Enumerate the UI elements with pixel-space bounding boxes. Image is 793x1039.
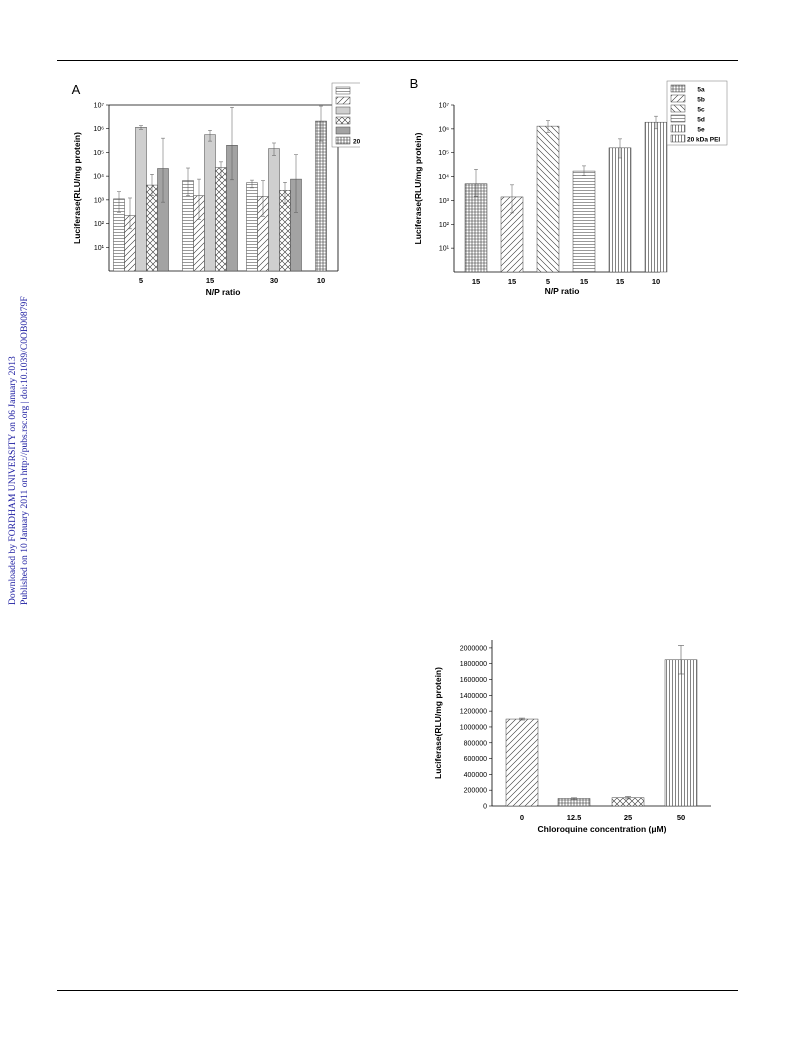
y-tick-label-c: 1000000 bbox=[460, 724, 487, 731]
legend-swatch-a bbox=[335, 106, 351, 115]
legend-label-b: 5c bbox=[697, 107, 705, 114]
panel-label-a: A bbox=[72, 82, 81, 97]
y-tick-label-c: 0 bbox=[483, 804, 487, 811]
x-axis-label-c: Chloroquine concentration (μM) bbox=[538, 824, 667, 834]
x-tick-label-c: 25 bbox=[624, 813, 632, 822]
footer-rule bbox=[57, 990, 738, 991]
y-tick-label-b: 10³ bbox=[439, 198, 450, 205]
bar-b-20-kDa-PEI bbox=[644, 121, 668, 273]
y-axis-label-a: Luciferase(RLU/mg protein) bbox=[72, 132, 82, 244]
bar-c bbox=[664, 659, 698, 807]
bar-c bbox=[557, 798, 591, 807]
legend-swatch-b bbox=[670, 104, 686, 113]
download-watermark: Downloaded by FORDHAM UNIVERSITY on 06 J… bbox=[2, 265, 30, 605]
header-rule bbox=[57, 60, 738, 61]
panel-label-b: B bbox=[410, 76, 419, 91]
y-tick-label-b: 10² bbox=[439, 222, 450, 229]
legend-swatch-b bbox=[670, 134, 686, 143]
legend-label-b: 5a bbox=[697, 87, 705, 94]
y-tick-label-c: 1600000 bbox=[460, 677, 487, 684]
bar-a-5c bbox=[268, 148, 280, 272]
bar-b-5c bbox=[536, 125, 560, 273]
bar-b-5d bbox=[572, 170, 596, 273]
x-tick-label-b: 15 bbox=[580, 277, 588, 286]
y-tick-label-a: 10⁶ bbox=[93, 126, 104, 133]
bar-a-5a bbox=[246, 182, 258, 272]
y-tick-label-b: 10⁷ bbox=[439, 103, 450, 110]
bar-a-5c bbox=[135, 127, 147, 272]
legend-label-b: 5d bbox=[697, 117, 705, 124]
y-tick-label-c: 1800000 bbox=[460, 661, 487, 668]
legend-swatch-a bbox=[335, 116, 351, 125]
legend-swatch-b bbox=[670, 94, 686, 103]
x-tick-label-c: 50 bbox=[677, 813, 685, 822]
y-tick-label-c: 1200000 bbox=[460, 709, 487, 716]
x-axis-label-a: N/P ratio bbox=[206, 287, 241, 297]
y-tick-label-b: 10⁵ bbox=[438, 150, 449, 157]
legend-label-b: 5e bbox=[697, 127, 705, 134]
y-tick-label-b: 10⁶ bbox=[438, 126, 449, 133]
legend-label-a: 20 kDa PEI bbox=[353, 139, 360, 146]
y-axis-label-b: Luciferase(RLU/mg protein) bbox=[413, 132, 423, 244]
legend-swatch-b bbox=[670, 84, 686, 93]
chart-c: 0 200000 400000 600000 800000 1000000 1200000 1… bbox=[433, 640, 711, 834]
bar-a-20-kDa-PEI bbox=[315, 120, 327, 272]
y-tick-label-c: 2000000 bbox=[460, 645, 487, 652]
bar-b-5a bbox=[464, 183, 488, 273]
bar-a-5d bbox=[215, 167, 227, 272]
legend-label-b: 5b bbox=[697, 97, 705, 104]
y-axis-label-c: Luciferase(RLU/mg protein) bbox=[433, 667, 443, 779]
legend-swatch-a bbox=[335, 86, 351, 95]
bar-c bbox=[505, 718, 539, 807]
y-tick-label-a: 10⁷ bbox=[94, 103, 105, 110]
y-tick-label-b: 10¹ bbox=[439, 246, 450, 253]
legend-swatch-a bbox=[335, 126, 351, 135]
x-tick-label-a: 30 bbox=[270, 276, 278, 285]
y-tick-label-c: 800000 bbox=[464, 740, 487, 747]
y-tick-label-a: 10² bbox=[94, 221, 105, 228]
bar-b-5e bbox=[608, 147, 632, 273]
x-axis-label-b: N/P ratio bbox=[545, 286, 580, 296]
x-tick-label-b: 10 bbox=[652, 277, 660, 286]
x-tick-label-c: 12.5 bbox=[567, 813, 582, 822]
legend-swatch-a bbox=[335, 136, 351, 145]
x-tick-label-a: 5 bbox=[139, 276, 143, 285]
bar-a-5d bbox=[146, 184, 158, 272]
x-tick-label-b: 15 bbox=[472, 277, 480, 286]
y-tick-label-c: 1400000 bbox=[460, 693, 487, 700]
y-tick-label-b: 10⁴ bbox=[438, 174, 449, 181]
y-tick-label-a: 10⁵ bbox=[93, 150, 104, 157]
y-tick-label-c: 600000 bbox=[464, 756, 487, 763]
legend-swatch-a bbox=[335, 96, 351, 105]
x-tick-label-b: 5 bbox=[546, 277, 550, 286]
x-tick-label-b: 15 bbox=[508, 277, 516, 286]
chart-b: B 10¹ 10² 10³ 10⁴ 10⁵ 10⁶ 10⁷ 15 15 5 15 15 10 N/P rat… bbox=[410, 76, 728, 296]
publication-notice: Published on 10 January 2011 on http://p… bbox=[19, 296, 30, 605]
x-tick-label-c: 0 bbox=[520, 813, 524, 822]
x-tick-label-b: 15 bbox=[616, 277, 624, 286]
chart-a: A 10¹ 10² 10³ 10⁴ 10⁵ 10⁶ 10⁷ 5 15 30 10 N/P ratio Lu… bbox=[72, 82, 360, 297]
y-tick-label-a: 10¹ bbox=[94, 245, 105, 252]
x-tick-label-a: 10 bbox=[317, 276, 325, 285]
y-tick-label-a: 10⁴ bbox=[93, 174, 104, 181]
legend-swatch-b bbox=[670, 124, 686, 133]
x-tick-label-a: 15 bbox=[206, 276, 214, 285]
legend-label-b: 20 kDa PEI bbox=[687, 137, 720, 144]
legend-swatch-b bbox=[670, 114, 686, 123]
y-tick-label-a: 10³ bbox=[94, 197, 105, 204]
y-tick-label-c: 200000 bbox=[464, 788, 487, 795]
y-tick-label-c: 400000 bbox=[464, 772, 487, 779]
bar-a-5c bbox=[204, 134, 216, 272]
